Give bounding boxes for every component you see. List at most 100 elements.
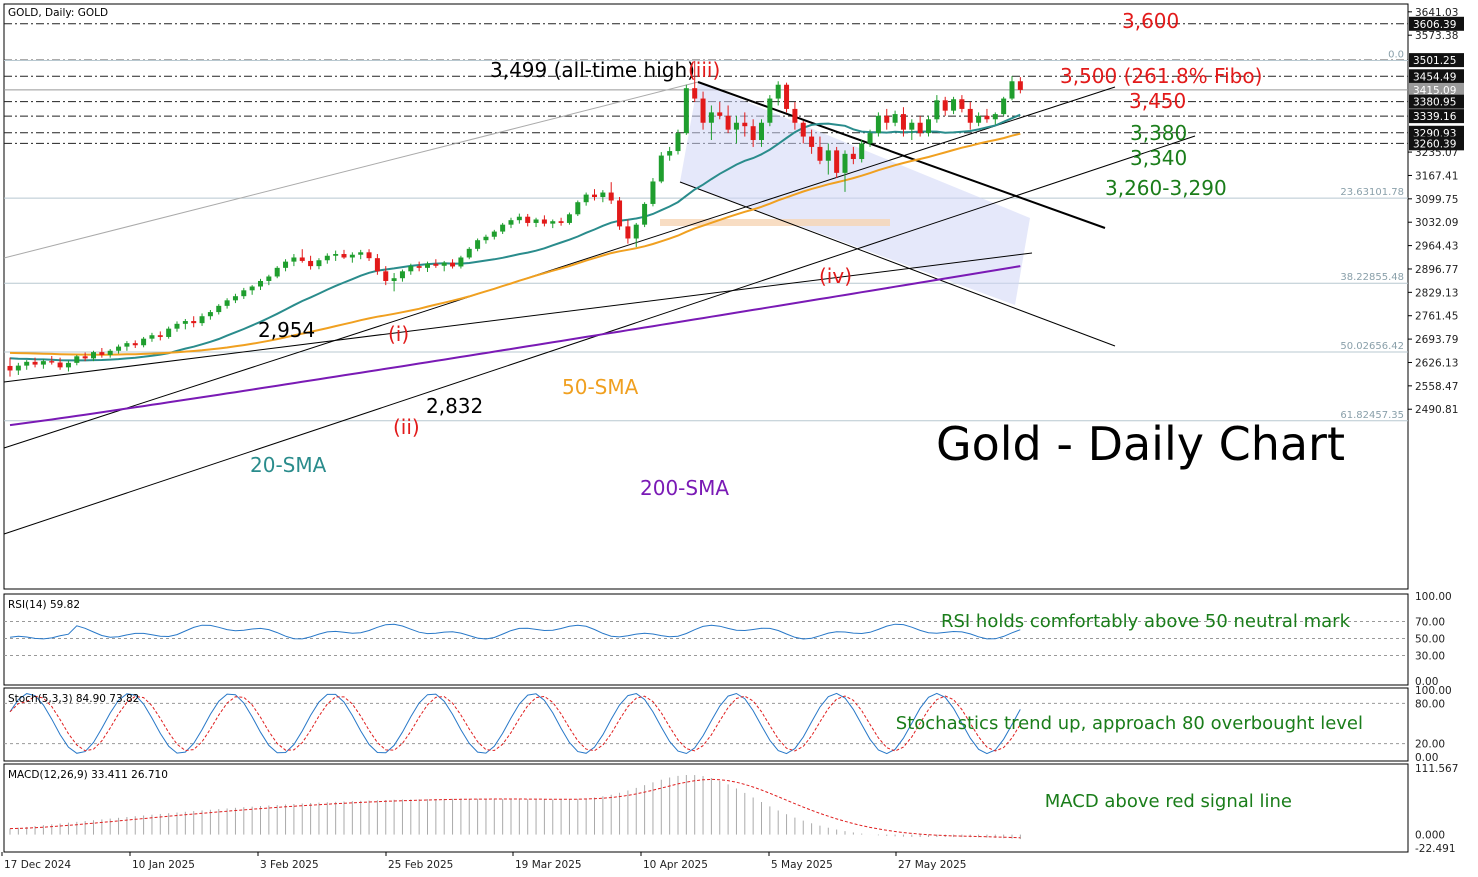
- price-tag-label: 3339.16: [1413, 111, 1457, 123]
- x-tick-label: 10 Apr 2025: [643, 859, 708, 871]
- candle-body: [733, 122, 739, 130]
- candle-body: [32, 361, 38, 365]
- candle-body: [558, 221, 564, 223]
- rsi-tick-label: 30.00: [1415, 651, 1445, 663]
- candle-body: [650, 181, 656, 204]
- candle-body: [566, 214, 572, 223]
- candle-body: [742, 122, 748, 127]
- annotation-lvl_3380: 3,380: [1130, 121, 1187, 145]
- candle-body: [800, 122, 806, 137]
- rsi-tick-label: 70.00: [1415, 617, 1445, 629]
- candle-body: [166, 328, 172, 337]
- candle-body: [274, 267, 280, 277]
- y-tick-label: 2896.77: [1415, 264, 1458, 276]
- candle-body: [99, 352, 105, 355]
- candle-body: [241, 290, 247, 297]
- candle-body: [124, 343, 130, 347]
- candle-body: [892, 114, 898, 123]
- rsi-pane: 100.00 70.00 50.00 30.00 0.00: [4, 591, 1452, 688]
- candle-body: [775, 84, 781, 99]
- annotation-lvl_3500: 3,500 (261.8% Fibo): [1060, 64, 1262, 88]
- candle-body: [408, 266, 414, 272]
- candle-body: [642, 203, 648, 225]
- macd-title: MACD(12,26,9) 33.411 26.710: [8, 769, 168, 781]
- candle-body: [74, 356, 80, 363]
- candle-body: [283, 261, 289, 268]
- annotation-sma200: 200-SMA: [640, 476, 729, 500]
- candle-body: [533, 219, 539, 223]
- candle-body: [875, 115, 881, 134]
- candle-body: [842, 153, 848, 173]
- candle-body: [516, 216, 522, 221]
- candle-body: [850, 153, 856, 160]
- candle-body: [174, 323, 180, 329]
- x-tick-label: 17 Dec 2024: [4, 859, 71, 871]
- candle-body: [107, 350, 113, 355]
- y-tick-label: 3641.03: [1415, 7, 1458, 19]
- candle-body: [683, 88, 689, 134]
- candle-body: [358, 252, 364, 255]
- macd-signal-line: [9, 778, 1021, 839]
- annotation-lvl_3600: 3,600: [1122, 9, 1179, 33]
- stoch-tick-label: 20.00: [1415, 739, 1445, 751]
- candle-body: [600, 192, 606, 198]
- candle-body: [592, 194, 597, 198]
- candle-body: [475, 240, 481, 249]
- y-tick-label: 3032.09: [1415, 217, 1458, 229]
- trendline: [3, 252, 1033, 383]
- rsi-tick-label: 100.00: [1415, 591, 1452, 603]
- trendline: [3, 81, 699, 259]
- candle-body: [867, 133, 873, 144]
- candle-body: [1017, 81, 1023, 90]
- price-tag-label: 3415.09: [1413, 85, 1456, 97]
- price-tag-label: 3606.39: [1413, 19, 1456, 31]
- candle-body: [65, 362, 71, 368]
- stoch-tick-label: 100.00: [1415, 685, 1452, 697]
- main-title: Gold - Daily Chart: [936, 417, 1345, 471]
- candle-body: [7, 365, 13, 371]
- candle-body: [1009, 81, 1015, 99]
- rsi-title: RSI(14) 59.82: [8, 599, 80, 611]
- sma50-line: [9, 132, 1021, 356]
- x-tick-label: 10 Jan 2025: [132, 859, 195, 871]
- candle-body: [333, 254, 339, 256]
- annotation-lvl_2832: 2,832: [426, 394, 483, 418]
- candle-body: [625, 226, 631, 239]
- price-tag: [1409, 69, 1464, 84]
- candle-body: [951, 99, 957, 111]
- y-tick-label: 2626.13: [1415, 357, 1458, 369]
- candle-body: [425, 263, 430, 268]
- candle-body: [900, 114, 906, 130]
- price-tag-label: 3380.95: [1413, 97, 1456, 109]
- candle-body: [15, 365, 21, 371]
- candle-body: [216, 305, 222, 313]
- candle-body: [349, 254, 355, 258]
- main-pane-frame: [3, 3, 1409, 590]
- price-tag: [1409, 16, 1464, 31]
- candle-body: [266, 276, 272, 281]
- candle-body: [784, 84, 790, 109]
- candle-body: [884, 115, 890, 123]
- annotation-lvl_3340: 3,340: [1130, 146, 1187, 170]
- annotation-lvl_3260: 3,260-3,290: [1105, 176, 1227, 200]
- candle-body: [116, 346, 122, 351]
- y-tick-label: 2558.47: [1415, 381, 1458, 393]
- macd-note: MACD above red signal line: [1045, 791, 1292, 812]
- candle-body: [341, 254, 347, 258]
- candle-body: [667, 151, 673, 156]
- candle-body: [959, 99, 965, 109]
- candle-body: [909, 122, 915, 130]
- sma20-line: [9, 113, 1021, 362]
- candle-body: [834, 150, 840, 173]
- candle-body: [149, 335, 155, 339]
- candle-body: [633, 224, 639, 239]
- candle-body: [433, 263, 439, 266]
- candle-body: [917, 122, 923, 134]
- candle-body: [249, 286, 255, 291]
- fib-label: 0.0: [1388, 50, 1404, 61]
- fib-label: 50.02656.42: [1340, 341, 1404, 352]
- candle-body: [466, 248, 472, 258]
- candle-body: [232, 296, 238, 301]
